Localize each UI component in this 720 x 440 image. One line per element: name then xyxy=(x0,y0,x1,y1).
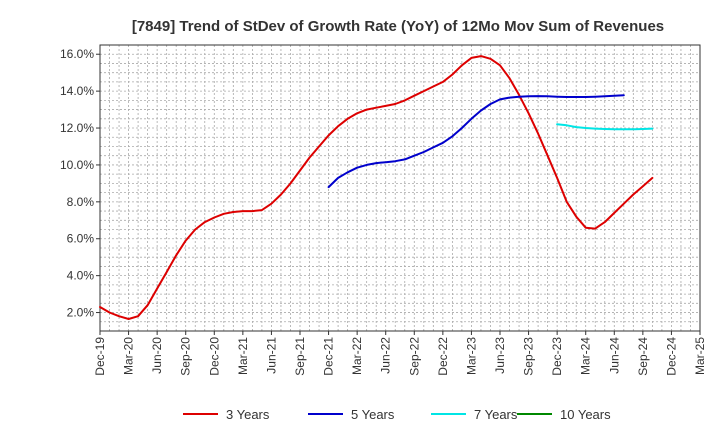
x-tick-label: Jun-20 xyxy=(150,337,164,374)
x-tick-label: Mar-25 xyxy=(693,337,707,375)
y-tick-label: 4.0% xyxy=(67,269,95,283)
legend-label: 7 Years xyxy=(474,407,518,422)
axes: 2.0% 4.0% 6.0% 8.0% 10.0% 12.0% 14.0% 16.0% Dec-… xyxy=(60,47,707,375)
chart-title: [7849] Trend of StDev of Growth Rate (Yo… xyxy=(132,18,664,35)
y-tick-label: 12.0% xyxy=(60,121,94,135)
x-tick-label: Sep-24 xyxy=(636,337,650,376)
legend: 3 Years 5 Years 7 Years 10 Years xyxy=(183,407,611,422)
x-tick-label: Dec-23 xyxy=(550,337,564,376)
x-tick-label: Sep-22 xyxy=(407,337,421,376)
series-line-5-years xyxy=(327,94,625,189)
x-tick-label: Dec-19 xyxy=(93,337,107,376)
x-tick-label: Mar-23 xyxy=(464,337,478,375)
x-tick-label: Dec-21 xyxy=(322,337,336,376)
x-tick-label: Dec-20 xyxy=(207,337,221,376)
x-tick-label: Dec-22 xyxy=(436,337,450,376)
legend-label: 3 Years xyxy=(226,407,270,422)
x-tick-label: Sep-21 xyxy=(293,337,307,376)
x-tick-label: Mar-24 xyxy=(579,337,593,375)
y-tick-label: 6.0% xyxy=(67,232,95,246)
x-tick-label: Sep-23 xyxy=(522,337,536,376)
series-lines xyxy=(99,55,654,320)
x-tick-label: Mar-21 xyxy=(236,337,250,375)
y-tick-label: 8.0% xyxy=(67,195,95,209)
legend-label: 5 Years xyxy=(351,407,395,422)
x-tick-label: Jun-22 xyxy=(379,337,393,374)
x-tick-label: Jun-21 xyxy=(264,337,278,374)
x-tick-label: Jun-24 xyxy=(607,337,621,374)
x-tick-label: Jun-23 xyxy=(493,337,507,374)
x-tick-label: Mar-20 xyxy=(122,337,136,375)
y-tick-label: 14.0% xyxy=(60,84,94,98)
grid xyxy=(100,45,700,331)
x-tick-label: Dec-24 xyxy=(664,337,678,376)
plot-area-frame xyxy=(99,44,701,332)
x-tick-label: Mar-22 xyxy=(350,337,364,375)
x-tick-label: Sep-20 xyxy=(179,337,193,376)
series-line-3-years xyxy=(99,55,654,320)
series-line-7-years xyxy=(556,123,654,131)
y-tick-label: 10.0% xyxy=(60,158,94,172)
legend-label: 10 Years xyxy=(560,407,611,422)
y-tick-label: 16.0% xyxy=(60,47,94,61)
y-tick-label: 2.0% xyxy=(67,306,95,320)
